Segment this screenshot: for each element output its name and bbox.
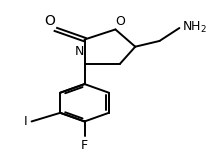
Text: O: O <box>44 14 55 28</box>
Text: F: F <box>81 139 88 152</box>
Text: N: N <box>74 45 84 58</box>
Text: NH$_2$: NH$_2$ <box>182 20 207 35</box>
Text: I: I <box>24 115 27 128</box>
Text: O: O <box>115 15 125 28</box>
